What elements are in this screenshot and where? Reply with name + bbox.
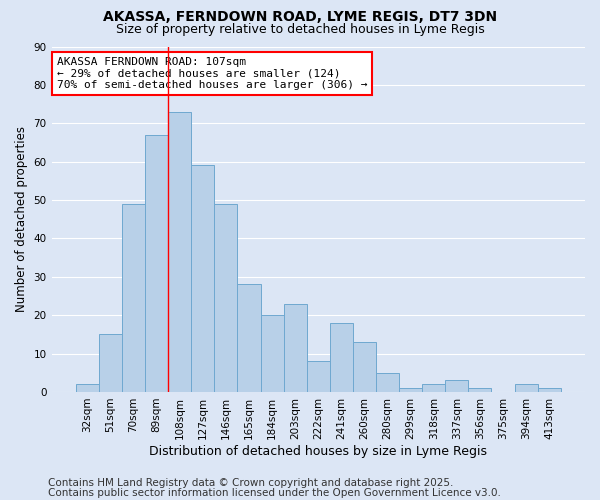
Y-axis label: Number of detached properties: Number of detached properties bbox=[15, 126, 28, 312]
Bar bbox=[515, 384, 538, 392]
Bar bbox=[469, 388, 491, 392]
Bar bbox=[76, 384, 99, 392]
Bar bbox=[445, 380, 469, 392]
Text: Size of property relative to detached houses in Lyme Regis: Size of property relative to detached ho… bbox=[116, 22, 484, 36]
Bar bbox=[376, 373, 399, 392]
Text: Contains HM Land Registry data © Crown copyright and database right 2025.: Contains HM Land Registry data © Crown c… bbox=[48, 478, 454, 488]
Bar bbox=[145, 135, 168, 392]
Bar bbox=[99, 334, 122, 392]
Bar bbox=[238, 284, 260, 392]
Bar bbox=[122, 204, 145, 392]
Text: AKASSA FERNDOWN ROAD: 107sqm
← 29% of detached houses are smaller (124)
70% of s: AKASSA FERNDOWN ROAD: 107sqm ← 29% of de… bbox=[57, 57, 367, 90]
Bar bbox=[307, 362, 330, 392]
Bar bbox=[168, 112, 191, 392]
Bar bbox=[191, 166, 214, 392]
Bar bbox=[260, 315, 284, 392]
Bar bbox=[353, 342, 376, 392]
Text: Contains public sector information licensed under the Open Government Licence v3: Contains public sector information licen… bbox=[48, 488, 501, 498]
Text: AKASSA, FERNDOWN ROAD, LYME REGIS, DT7 3DN: AKASSA, FERNDOWN ROAD, LYME REGIS, DT7 3… bbox=[103, 10, 497, 24]
X-axis label: Distribution of detached houses by size in Lyme Regis: Distribution of detached houses by size … bbox=[149, 444, 487, 458]
Bar bbox=[538, 388, 561, 392]
Bar bbox=[399, 388, 422, 392]
Bar bbox=[214, 204, 238, 392]
Bar bbox=[422, 384, 445, 392]
Bar bbox=[284, 304, 307, 392]
Bar bbox=[330, 323, 353, 392]
